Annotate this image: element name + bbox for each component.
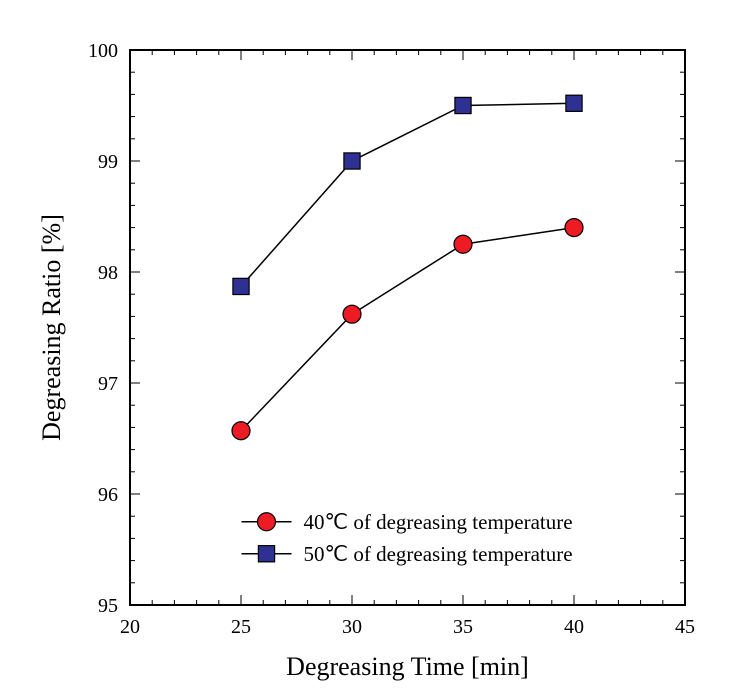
series-marker-circle	[232, 422, 250, 440]
series-marker-square	[455, 97, 471, 113]
legend-marker-square	[258, 546, 274, 562]
x-axis-label: Degreasing Time [min]	[286, 652, 529, 681]
series-marker-circle	[343, 305, 361, 323]
y-tick-label: 95	[98, 595, 118, 617]
x-tick-label: 45	[675, 616, 695, 638]
y-axis-label: Degreasing Ratio [%]	[37, 214, 66, 441]
y-tick-label: 98	[98, 262, 118, 284]
series-marker-square	[566, 95, 582, 111]
y-tick-label: 99	[98, 151, 118, 173]
y-tick-label: 100	[88, 40, 118, 62]
legend-label: 50℃ of degreasing temperature	[304, 542, 573, 566]
series-marker-circle	[565, 219, 583, 237]
series-marker-square	[344, 153, 360, 169]
x-tick-label: 40	[564, 616, 584, 638]
x-tick-label: 35	[453, 616, 473, 638]
x-tick-label: 30	[342, 616, 362, 638]
x-tick-label: 25	[231, 616, 251, 638]
chart-svg: 20 25 30 35 40 45 95 96 97 98 99 100 Degreasing Time…	[0, 0, 744, 695]
y-tick-label: 97	[98, 373, 118, 395]
y-tick-label: 96	[98, 484, 118, 506]
legend-marker-circle	[258, 513, 276, 531]
chart-container: 20 25 30 35 40 45 95 96 97 98 99 100 Degreasing Time…	[0, 0, 744, 695]
series-marker-circle	[454, 235, 472, 253]
x-tick-label: 20	[120, 616, 140, 638]
series-marker-square	[233, 278, 249, 294]
legend-label: 40℃ of degreasing temperature	[304, 510, 573, 534]
